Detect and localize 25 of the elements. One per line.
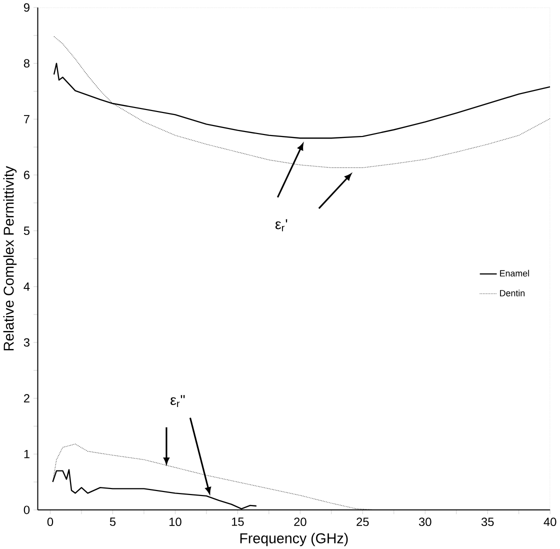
y-tick-label: 7 (24, 114, 30, 124)
x-tick-label: 35 (481, 517, 494, 526)
y-tick-label: 8 (24, 58, 30, 68)
legend-label: Dentin (500, 290, 525, 296)
y-tick-label: 1 (24, 450, 30, 458)
x-tick-label: 5 (110, 517, 116, 526)
y-tick-label: 0 (24, 505, 30, 514)
x-tick-label: 25 (356, 517, 369, 526)
annotation: ε$_{r}$" (170, 394, 185, 407)
x-axis-title: Frequency (GHz) (240, 532, 348, 546)
x-tick-label: 15 (232, 517, 244, 526)
x-tick-label: 0 (47, 517, 54, 526)
x-tick-label: 10 (169, 517, 182, 526)
y-tick-label: 6 (24, 170, 30, 179)
legend-label: Enamel (500, 270, 529, 276)
annotation: ε$_{r}$' (275, 219, 288, 231)
y-tick-label: 9 (24, 3, 30, 12)
y-tick-label: 2 (24, 394, 30, 402)
y-axis-title: Relative Complex Permittivity (3, 166, 17, 350)
x-tick-label: 40 (544, 517, 556, 526)
y-tick-label: 3 (24, 338, 30, 346)
x-tick-label: 20 (294, 517, 306, 526)
x-tick-label: 30 (418, 517, 432, 526)
y-tick-label: 4 (24, 282, 30, 290)
y-tick-label: 5 (24, 226, 30, 235)
